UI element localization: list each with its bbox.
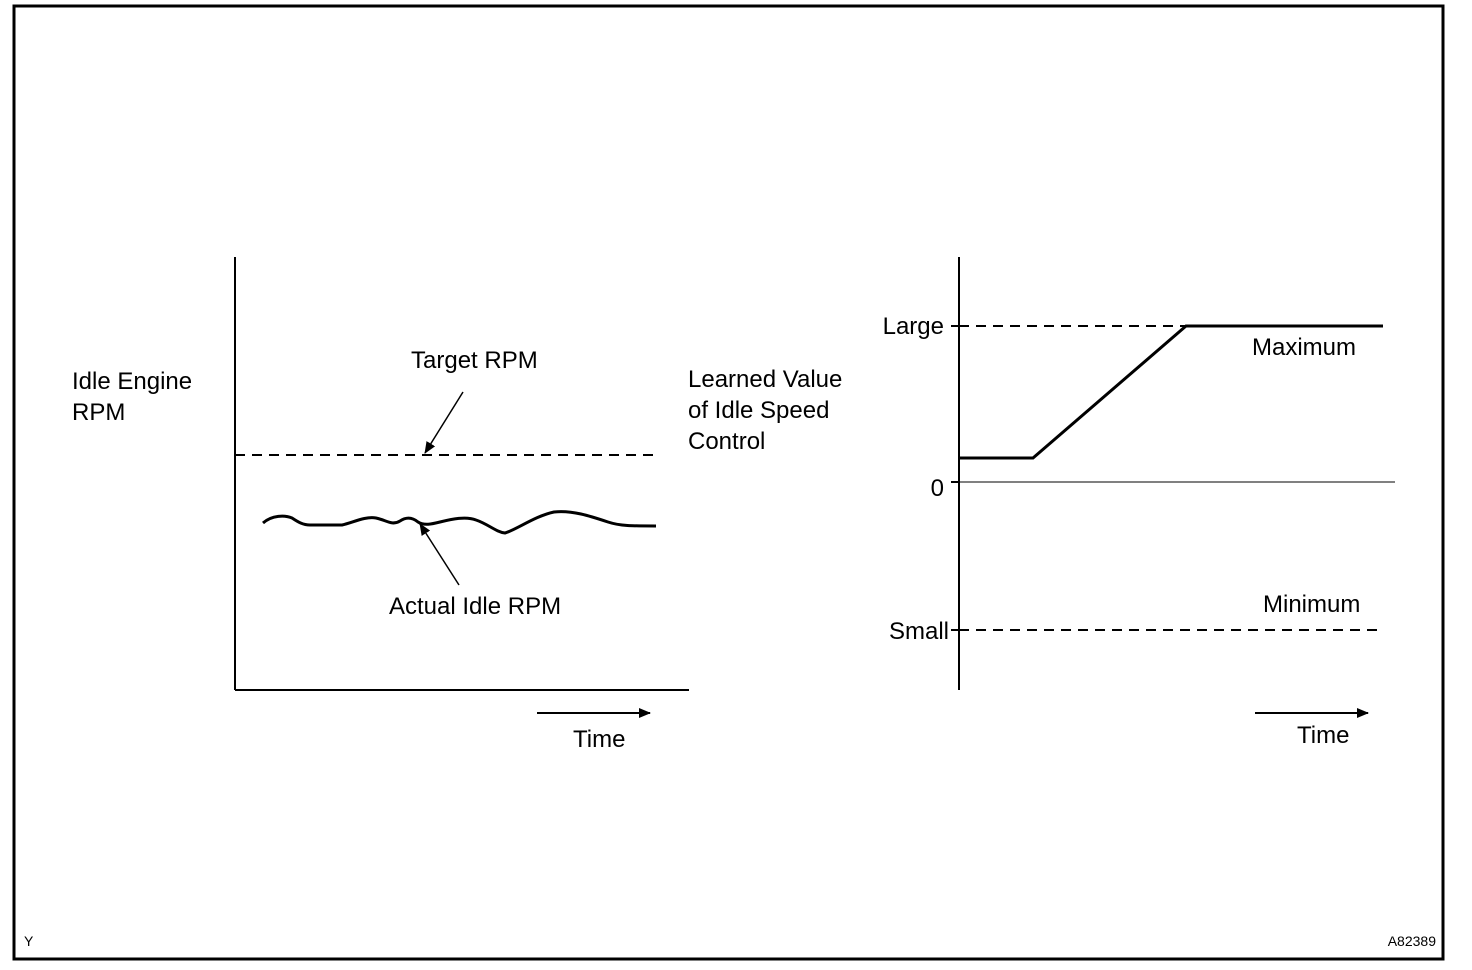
target-rpm-pointer-arrow [424,391,464,454]
right-y-axis-label-line1: Learned Value [688,366,843,393]
tick-label-zero: 0 [930,475,944,502]
target-rpm-label: Target RPM [411,347,538,374]
tick-label-large: Large [882,313,944,340]
left-chart [234,257,689,718]
right-y-axis-label-line2: of Idle Speed [688,397,830,424]
left-y-axis-label: Idle Engine RPM [72,366,192,428]
figure-code: A82389 [1387,933,1436,949]
actual-idle-rpm-label: Actual Idle RPM [389,593,562,620]
actual-idle-rpm-curve [262,510,657,535]
maximum-label: Maximum [1252,334,1357,361]
tick-label-small: Small [888,618,949,645]
right-chart [951,257,1395,718]
learned-value-curve [959,324,1383,460]
left-x-axis-label: Time [573,726,626,753]
minimum-label: Minimum [1263,591,1361,618]
right-y-axis-label: Learned Value of Idle Speed Control [688,364,842,457]
left-y-axis-label-line1: Idle Engine [72,368,193,395]
corner-letter: Y [24,933,34,949]
actual-rpm-pointer-arrow [419,523,460,586]
left-y-axis-label-line2: RPM [72,399,126,426]
right-x-axis-label: Time [1297,722,1350,749]
outer-border [12,4,1445,961]
right-y-axis-label-line3: Control [688,428,766,455]
